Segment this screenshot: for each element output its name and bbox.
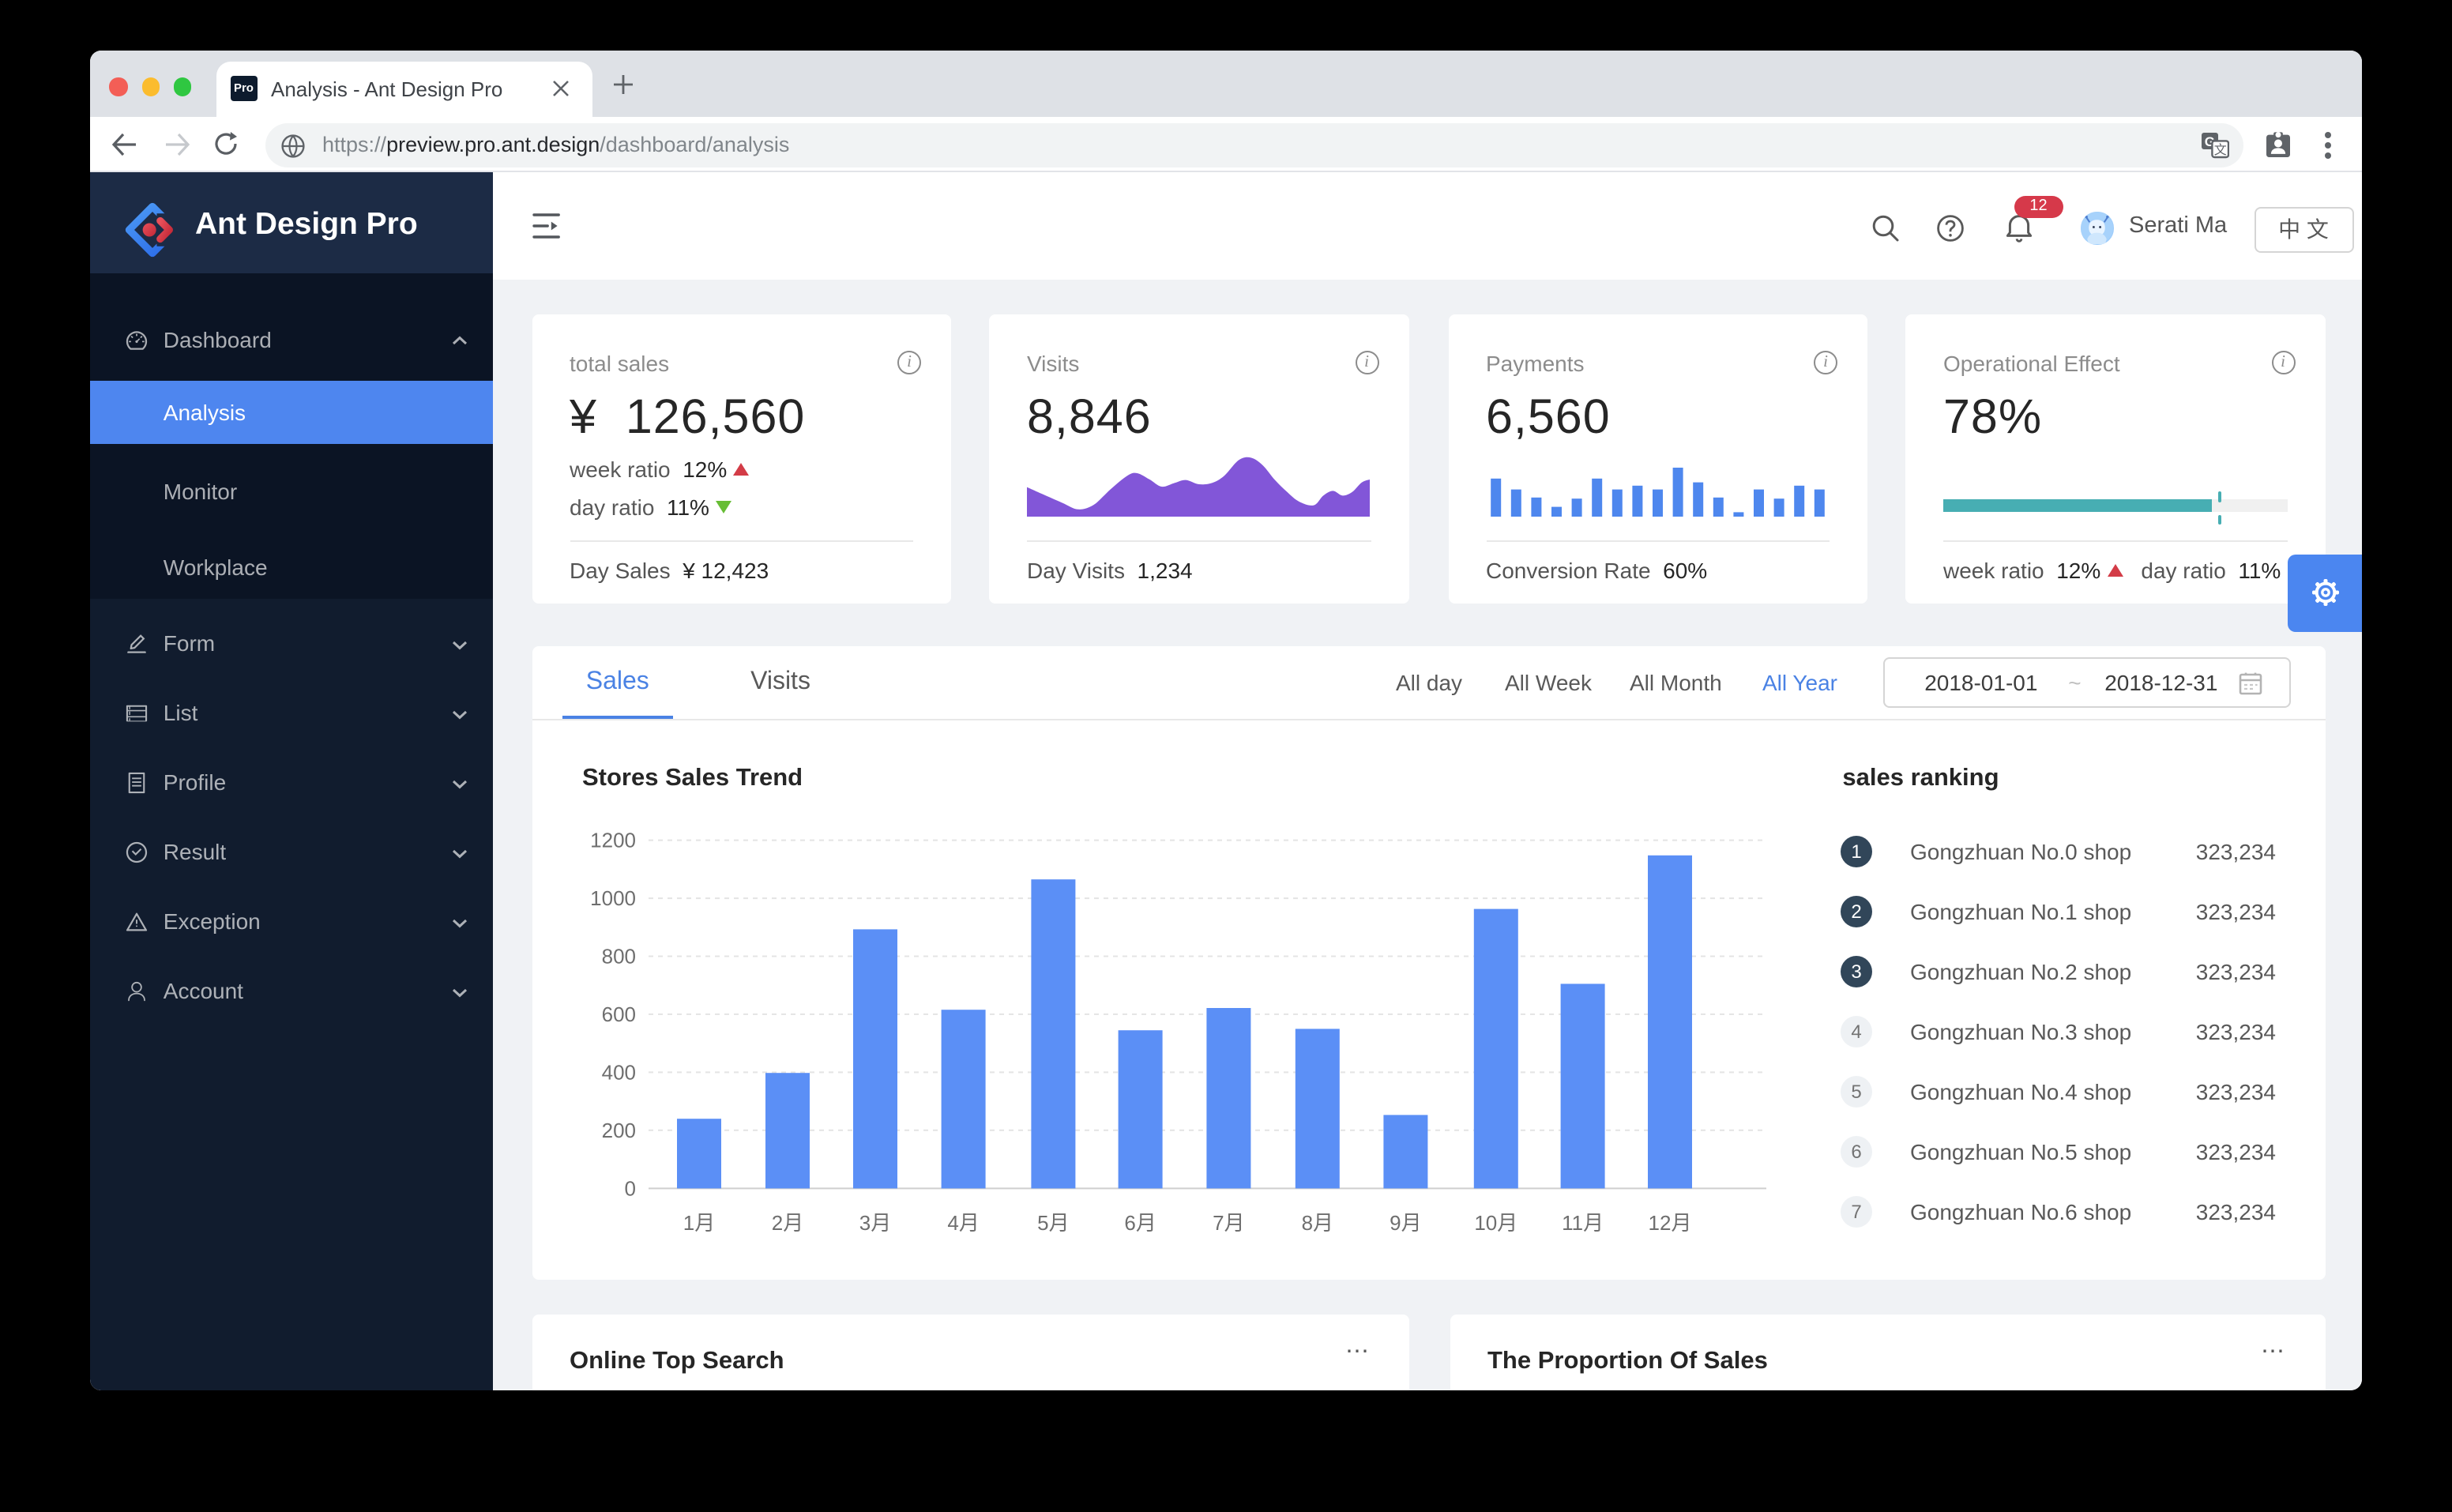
svg-text:600: 600 [601,1003,635,1027]
svg-text:1000: 1000 [589,887,635,911]
svg-text:10月: 10月 [1473,1212,1517,1236]
svg-text:2月: 2月 [771,1212,803,1236]
svg-text:5月: 5月 [1036,1212,1068,1236]
svg-text:400: 400 [601,1061,635,1085]
svg-text:4月: 4月 [946,1212,978,1236]
svg-text:文: 文 [2213,142,2226,156]
svg-text:200: 200 [601,1119,635,1143]
svg-text:9月: 9月 [1389,1212,1420,1236]
svg-text:3月: 3月 [859,1212,890,1236]
svg-text:800: 800 [601,945,635,969]
svg-text:8月: 8月 [1301,1212,1333,1236]
svg-text:7月: 7月 [1212,1212,1243,1236]
svg-text:12月: 12月 [1648,1212,1691,1236]
svg-text:11月: 11月 [1561,1212,1603,1236]
svg-text:1200: 1200 [589,829,635,852]
svg-text:1月: 1月 [683,1212,714,1236]
svg-text:0: 0 [624,1177,635,1201]
svg-text:6月: 6月 [1123,1212,1155,1236]
